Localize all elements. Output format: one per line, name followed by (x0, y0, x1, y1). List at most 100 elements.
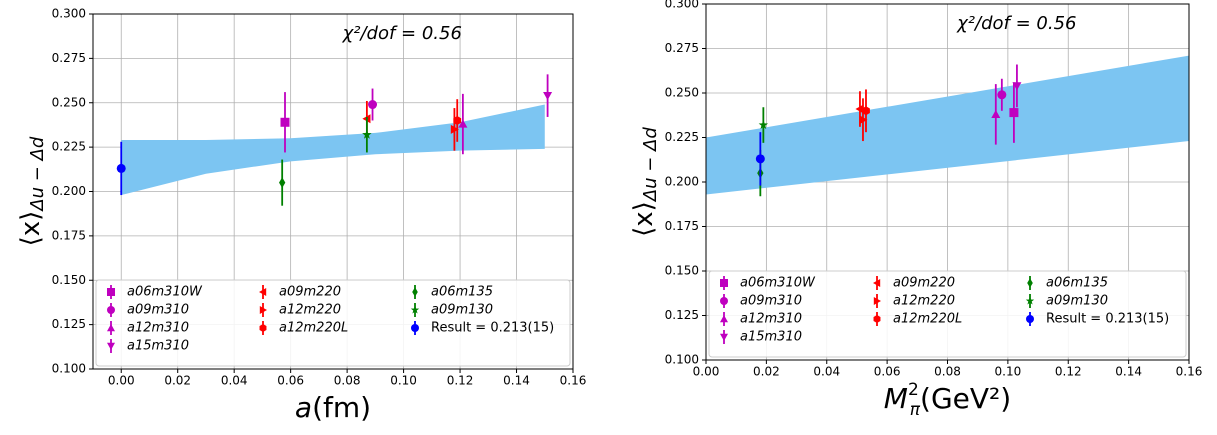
legend-label: a09m220 (893, 276, 955, 291)
legend-label: a09m310 (127, 303, 189, 318)
legend-label: a06m135 (431, 285, 493, 300)
x-label-main: M (884, 382, 908, 415)
legend-label: a12m220 (893, 294, 955, 309)
legend-marker (720, 279, 728, 287)
legend-label: a15m310 (127, 339, 189, 354)
legend-marker (259, 324, 267, 332)
legend-marker (873, 279, 881, 287)
x-tick-label: 0.00 (108, 374, 135, 388)
legend-marker (412, 287, 418, 297)
legend-label: a09m130 (1046, 294, 1108, 309)
x-tick-label: 0.10 (390, 374, 417, 388)
y-tick-label: 0.200 (52, 184, 86, 198)
marker (855, 104, 864, 114)
fit-band (706, 55, 1189, 195)
x-label: M2 π(GeV²) (884, 380, 1011, 420)
legend-box (708, 270, 1187, 358)
marker (453, 116, 462, 125)
legend-label: a12m310 (740, 312, 802, 327)
marker (1009, 108, 1019, 118)
x-tick-label: 0.08 (934, 365, 961, 379)
panel: 0.00 0.02 0.04 0.06 0.08 0.10 0.12 0.14 0.16 0.10… (629, 0, 1203, 420)
legend-marker (1026, 315, 1034, 323)
y-tick-label: 0.275 (52, 51, 86, 65)
marker (458, 119, 468, 128)
marker (543, 92, 553, 101)
x-tick-label: 0.06 (277, 374, 304, 388)
y-tick-label: 0.250 (665, 86, 699, 100)
x-tick-label: 0.12 (447, 374, 474, 388)
x-label-sup: 2 (908, 380, 919, 400)
legend-marker (720, 315, 728, 323)
x-tick-label: 0.02 (164, 374, 191, 388)
y-tick-label: 0.175 (665, 219, 699, 233)
marker (862, 106, 870, 116)
legend-label: a09m130 (431, 303, 493, 318)
y-tick-label: 0.175 (52, 228, 86, 242)
legend-marker (107, 288, 115, 296)
x-tick-label: 0.12 (1055, 365, 1082, 379)
legend-label: a06m310W (127, 285, 203, 300)
x-label-main: a (295, 391, 312, 424)
x-label: a(fm) (295, 391, 371, 424)
marker (991, 109, 1001, 118)
y-tick-label: 0.225 (665, 130, 699, 144)
legend-box (95, 279, 571, 367)
marker (997, 90, 1007, 100)
legend-marker (410, 305, 420, 314)
legend-marker (259, 288, 267, 296)
y-label: ⟨x⟩Δu − Δd (16, 136, 49, 246)
x-tick-label: 0.02 (753, 365, 780, 379)
y-tick-label: 0.125 (665, 308, 699, 322)
x-tick-label: 0.14 (1115, 365, 1142, 379)
legend-label: a09m220 (279, 285, 341, 300)
marker (362, 129, 372, 139)
x-tick-label: 0.16 (1176, 365, 1203, 379)
y-tick-label: 0.250 (52, 95, 86, 109)
y-tick-label: 0.200 (665, 175, 699, 189)
legend-marker (720, 297, 728, 305)
legend-marker (411, 324, 419, 332)
y-label-sub: Δu − Δd (27, 136, 48, 213)
legend-marker (107, 324, 115, 332)
x-tick-label: 0.10 (995, 365, 1022, 379)
x-tick-label: 0.16 (560, 374, 587, 388)
x-tick-label: 0.14 (503, 374, 530, 388)
y-label-main: ⟨x⟩ (629, 201, 659, 237)
annotation: χ²/dof = 0.56 (342, 23, 462, 44)
marker (279, 177, 286, 189)
legend-label: Result = 0.213(15) (431, 321, 554, 336)
legend-label: a12m220L (893, 312, 962, 327)
marker (758, 120, 769, 130)
x-tick-label: 0.06 (874, 365, 901, 379)
legend-label: a12m220L (279, 321, 348, 336)
marker (280, 117, 290, 127)
x-tick-label: 0.00 (693, 365, 720, 379)
annotation: χ²/dof = 0.56 (956, 13, 1076, 34)
y-tick-label: 0.150 (52, 273, 86, 287)
legend-marker (107, 342, 115, 350)
y-label-sub: Δu − Δd (640, 127, 661, 204)
x-label-unit: (fm) (312, 391, 371, 424)
marker (116, 163, 126, 173)
y-tick-label: 0.100 (52, 362, 86, 376)
legend-marker (873, 297, 881, 305)
y-tick-label: 0.300 (665, 0, 699, 11)
legend-label: a06m310W (740, 276, 816, 291)
legend-marker (1025, 296, 1035, 305)
legend-marker (873, 315, 881, 323)
marker (1012, 82, 1022, 91)
y-tick-label: 0.300 (52, 7, 86, 21)
x-tick-label: 0.04 (221, 374, 248, 388)
x-label-unit: (GeV²) (920, 382, 1011, 415)
legend-label: a12m220 (279, 303, 341, 318)
x-tick-label: 0.08 (334, 374, 361, 388)
legend-label: a06m135 (1046, 276, 1108, 291)
plot-frame (92, 13, 574, 370)
legend-label: a09m310 (740, 294, 802, 309)
legend-label: Result = 0.213(15) (1046, 312, 1169, 327)
y-tick-label: 0.275 (665, 41, 699, 55)
marker (368, 100, 378, 110)
y-tick-label: 0.125 (52, 317, 86, 331)
marker (450, 124, 459, 134)
